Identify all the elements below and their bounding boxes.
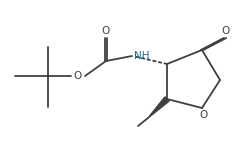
Text: O: O	[199, 110, 207, 120]
Text: O: O	[74, 71, 82, 81]
Text: O: O	[102, 26, 110, 36]
Text: O: O	[221, 26, 229, 36]
Text: NH: NH	[134, 51, 150, 61]
Polygon shape	[148, 97, 169, 118]
